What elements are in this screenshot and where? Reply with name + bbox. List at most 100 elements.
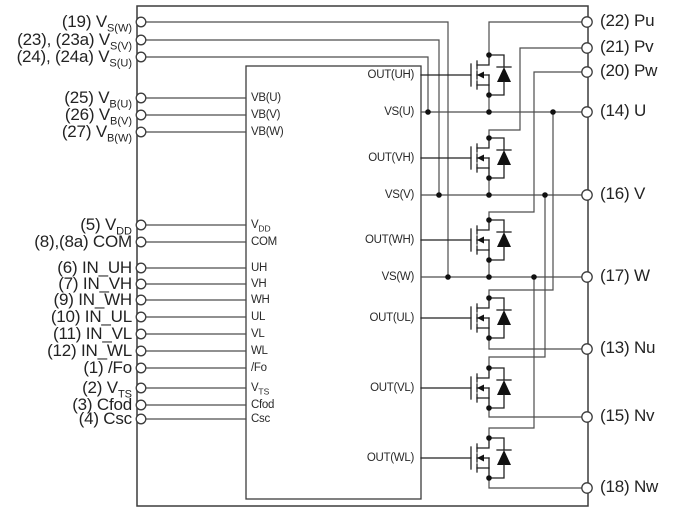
driver-ic-box [245,65,422,500]
pin-terminal-vts [135,382,147,394]
ic-pin-label-out-vl: OUT(VL) [370,382,414,394]
nmos-wh-icon [420,216,512,264]
pin-terminal-in-uh [135,262,147,274]
pin-label-5-vdd: (5) VDD [80,215,132,238]
pin-label-3-cfod: (3) Cfod [72,395,132,414]
pin-label-4-csc: (4) Csc [78,409,133,428]
nmos-uh-icon [420,51,512,99]
pin-terminal-v [581,189,593,201]
junction-dot [486,274,492,280]
ic-pin-label-out-vh: OUT(VH) [368,152,414,164]
pin-label-7-in-vh: (7) IN_VH [58,274,132,293]
pin-label-14-u: (14) U [600,101,647,120]
pin-terminal-nw [581,482,593,494]
pin-terminal-csc [135,413,147,425]
pin-terminal-vsw [135,16,147,28]
junction-dot [550,109,556,115]
pin-label-10-in-ul: (10) IN_UL [50,307,132,326]
pin-terminal-cfod [135,399,147,411]
pin-terminal-u [581,106,593,118]
pin-terminal-pu [581,16,593,28]
wire-pu [488,21,583,56]
ic-pin-label-vdd: VDD [251,219,271,234]
pin-terminal-in-wl [135,345,147,357]
nmos-wl-icon [420,434,512,482]
pin-label-1-fo: (1) /Fo [83,358,132,377]
pin-label-26-vbv: (26) VB(V) [64,105,132,128]
junction-dot [445,274,451,280]
pin-terminal-vsu [135,51,147,63]
ic-pin-label-cfod: Cfod [251,399,275,411]
ic-pin-label-vts: VTS [251,382,270,397]
pin-terminal-vsv [135,34,147,46]
pin-terminal-in-wh [135,294,147,306]
wire-vsw-sense [145,21,449,278]
wire-vsu-sense [145,56,429,113]
ic-pin-label-vs-u: VS(U) [384,106,414,118]
pin-label-2-vts: (2) VTS [82,378,132,401]
pin-label-13-nu: (13) Nu [600,338,656,357]
ic-pin-label-ul: UL [251,311,266,323]
pin-label-18-nw: (18) Nw [600,477,659,496]
nmos-vl-icon [420,364,512,412]
pin-label-27-vbw: (27) VB(W) [61,122,132,145]
ic-pin-label-out-ul: OUT(UL) [369,312,414,324]
pin-label-22-pu: (22) Pu [600,11,655,30]
junction-dot [436,192,442,198]
pin-terminal-pv [581,42,593,54]
pin-label-11-in-vl: (11) IN_VL [53,324,132,343]
wire-nw [488,477,583,489]
pin-terminals [135,16,593,494]
wire-ul-drain [488,111,554,299]
ic-pin-label-out-wh: OUT(WH) [365,234,414,246]
wire-pw [488,71,583,221]
pin-label-19-vsw: (19) VS(W) [61,12,132,35]
pin-label-9-in-wh: (9) IN_WH [53,290,133,309]
module-border [136,5,589,507]
pin-terminal-in-vl [135,328,147,340]
wire-vsv-sense [145,39,440,196]
pin-label-21-pv: (21) Pv [600,37,654,56]
pin-terminal-fo [135,362,147,374]
ic-pin-label-vbv: VB(V) [251,109,281,121]
ic-pin-label-com: COM [251,236,277,248]
wire-nv [488,407,583,418]
nmos-vh-icon [420,134,512,182]
pin-label-8-com: (8),(8a) COM [34,232,132,251]
wire-pv [488,47,583,139]
ic-pin-label-vh: VH [251,278,267,290]
ic-pin-label-vbw: VB(W) [251,126,284,138]
pin-terminal-nu [581,343,593,355]
junction-dot [486,192,492,198]
pin-terminal-in-vh [135,278,147,290]
junction-dot [531,274,537,280]
nmos-ul-icon [420,294,512,342]
pin-terminal-vbv [135,109,147,121]
pin-label-12-in-wl: (12) IN_WL [47,341,132,360]
junction-dots [425,109,556,280]
ic-pin-label-vs-v: VS(V) [384,189,414,201]
pin-terminal-nv [581,411,593,423]
pin-label-15-nv: (15) Nv [600,406,655,425]
pin-terminal-vbu [135,92,147,104]
ic-pin-label-vl: VL [251,328,265,340]
wire-vl-drain [488,194,546,369]
wire-wl-drain [488,276,535,439]
ic-pin-label-vbu: VB(U) [251,92,281,104]
wire-nu [488,337,583,350]
pin-terminal-com [135,236,147,248]
ic-pin-label-out-wl: OUT(WL) [366,452,414,464]
junction-dot [486,109,492,115]
ic-pin-label-csc: Csc [251,413,270,425]
pin-terminal-vdd [135,219,147,231]
pin-label-25-vbu: (25) VB(U) [64,88,132,111]
ic-pin-label-vs-w: VS(W) [381,271,415,283]
pin-terminal-in-ul [135,311,147,323]
pin-label-24-vsu: (24), (24a) VS(U) [16,47,132,70]
pin-label-6-in-uh: (6) IN_UH [57,258,132,277]
junction-dot [542,192,548,198]
ic-pin-label-wh: WH [251,294,270,306]
pin-terminal-w [581,271,593,283]
